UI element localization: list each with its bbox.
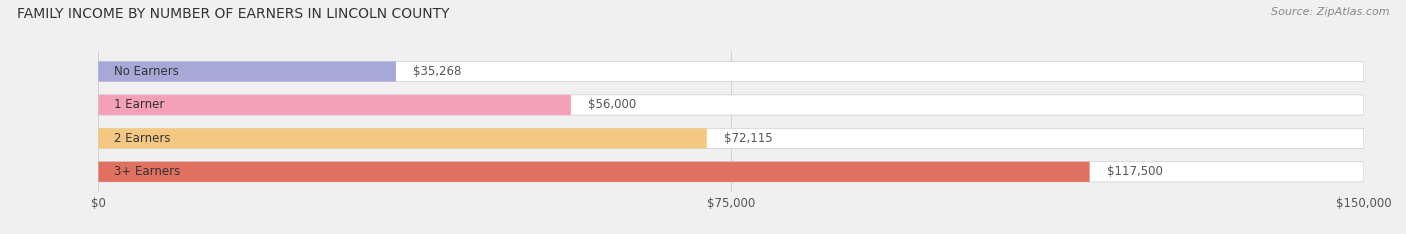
Text: 2 Earners: 2 Earners	[114, 132, 170, 145]
FancyBboxPatch shape	[98, 95, 1364, 115]
Text: $72,115: $72,115	[724, 132, 772, 145]
FancyBboxPatch shape	[98, 128, 1364, 149]
Text: Source: ZipAtlas.com: Source: ZipAtlas.com	[1271, 7, 1389, 17]
FancyBboxPatch shape	[98, 162, 1364, 182]
FancyBboxPatch shape	[98, 128, 707, 149]
Text: $117,500: $117,500	[1107, 165, 1163, 178]
FancyBboxPatch shape	[98, 62, 1364, 82]
Text: No Earners: No Earners	[114, 65, 179, 78]
FancyBboxPatch shape	[98, 95, 571, 115]
Text: FAMILY INCOME BY NUMBER OF EARNERS IN LINCOLN COUNTY: FAMILY INCOME BY NUMBER OF EARNERS IN LI…	[17, 7, 450, 21]
Text: $56,000: $56,000	[588, 99, 636, 111]
Text: $35,268: $35,268	[413, 65, 461, 78]
Text: 3+ Earners: 3+ Earners	[114, 165, 180, 178]
Text: 1 Earner: 1 Earner	[114, 99, 165, 111]
FancyBboxPatch shape	[98, 162, 1090, 182]
FancyBboxPatch shape	[98, 62, 396, 82]
